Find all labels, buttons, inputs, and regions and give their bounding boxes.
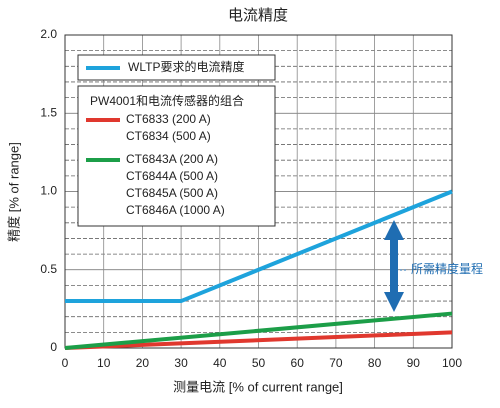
x-tick-label: 0 — [62, 356, 69, 370]
y-tick-label: 0.5 — [40, 262, 57, 276]
double-arrow — [384, 220, 404, 312]
y-tick-label: 0 — [50, 340, 57, 354]
series-line — [65, 189, 453, 304]
legend-label: CT6846A (1000 A) — [126, 203, 225, 217]
legend-label: WLTP要求的电流精度 — [128, 59, 244, 74]
y-tick-label: 1.5 — [40, 105, 57, 119]
legend: WLTP要求的电流精度 CT6833 (200 A) CT6834 (500 A) C… — [86, 59, 244, 217]
annotation: 所需精度量程 — [411, 261, 483, 276]
x-tick-label: 40 — [213, 356, 227, 370]
chart-title: 电流精度 — [228, 7, 288, 24]
x-tick-label: 30 — [174, 356, 188, 370]
x-tick-label: 60 — [291, 356, 305, 370]
x-tick-label: 100 — [442, 356, 462, 370]
y-tick-label: 2.0 — [40, 27, 57, 41]
legend-group-title: PW4001和电流传感器的组合 — [90, 93, 244, 108]
x-tick-label: 10 — [97, 356, 111, 370]
lines — [64, 189, 453, 350]
legend-label: CT6844A (500 A) — [126, 169, 218, 183]
legend-label: CT6834 (500 A) — [126, 129, 211, 143]
x-tick-label: 20 — [136, 356, 150, 370]
range-arrow — [384, 220, 408, 312]
legend-label: CT6845A (500 A) — [126, 186, 218, 200]
x-tick-label: 50 — [252, 356, 266, 370]
x-tick-label: 70 — [329, 356, 343, 370]
x-tick-label: 90 — [407, 356, 421, 370]
y-tick-label: 1.0 — [40, 184, 57, 198]
x-axis-title: 测量电流 [% of current range] — [173, 379, 343, 394]
legend-label: CT6833 (200 A) — [126, 112, 211, 126]
legend-box — [77, 85, 276, 227]
series-line — [64, 330, 453, 350]
x-tick-label: 80 — [368, 356, 382, 370]
legend-label: CT6843A (200 A) — [126, 152, 218, 166]
y-axis-title: 精度 [% of range] — [6, 142, 21, 242]
series-line — [64, 311, 453, 350]
